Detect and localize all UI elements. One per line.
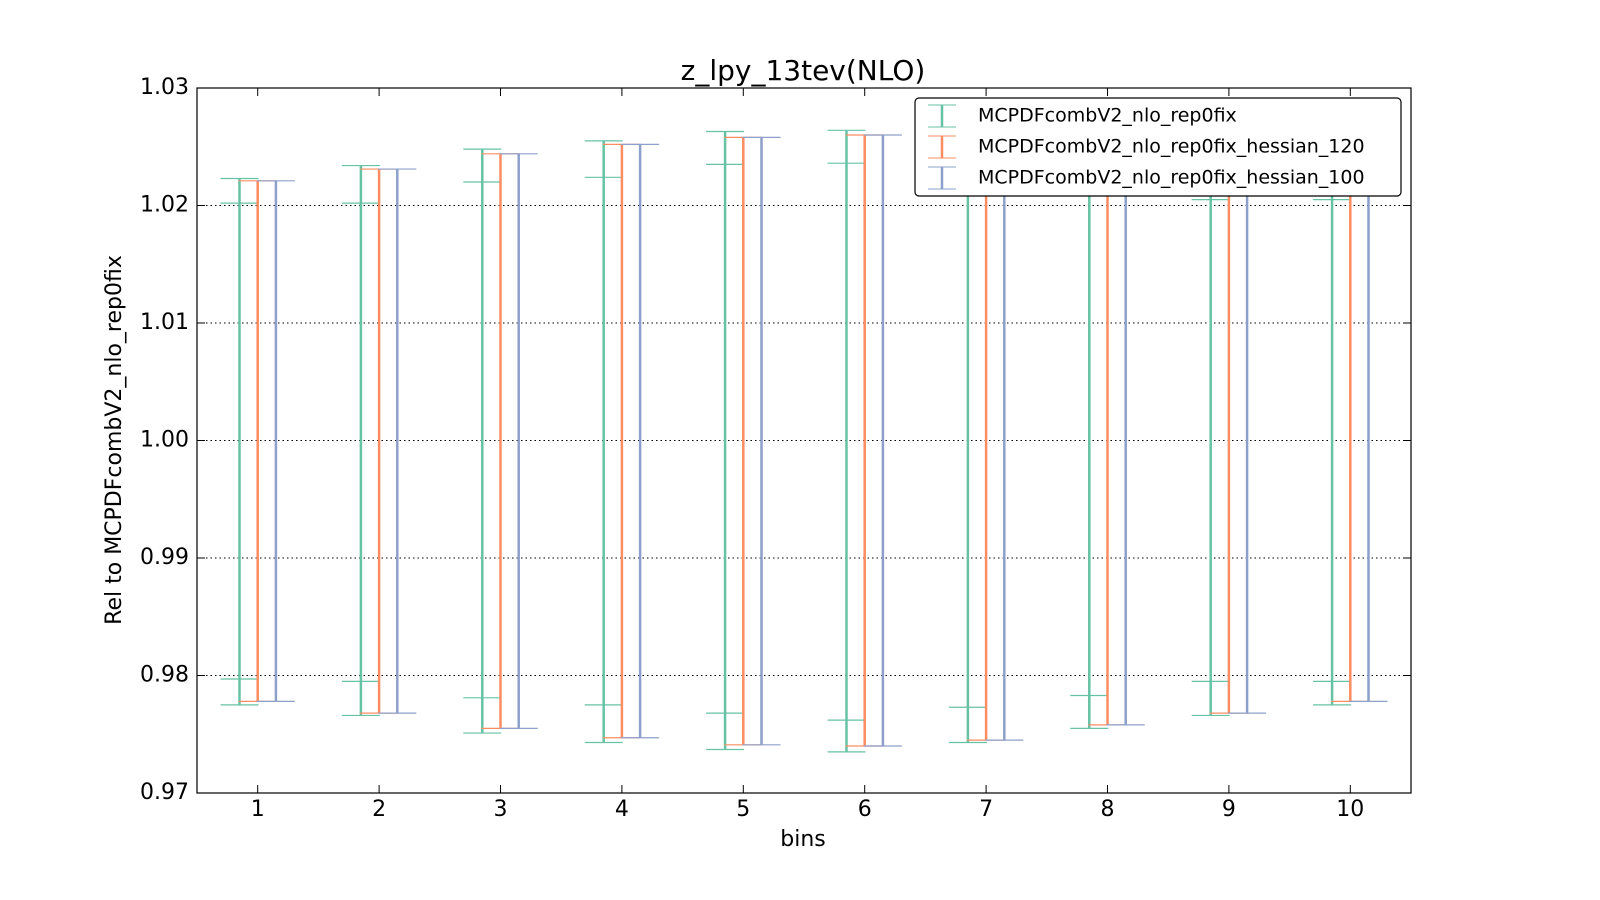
x-tick-label: 2 [372, 797, 386, 822]
y-tick-label: 1.03 [140, 75, 189, 100]
x-tick-label: 3 [494, 797, 508, 822]
x-tick-label: 6 [858, 797, 872, 822]
y-tick-label: 0.98 [140, 663, 189, 688]
y-tick-label: 1.00 [140, 428, 189, 453]
x-tick-label: 4 [615, 797, 629, 822]
legend-label: MCPDFcombV2_nlo_rep0fix [978, 105, 1237, 127]
x-tick-label: 1 [251, 797, 265, 822]
plot-frame [196, 87, 1412, 794]
chart-title: z_lpy_13tev(NLO) [681, 54, 926, 87]
x-tick-label: 8 [1101, 797, 1115, 822]
legend: MCPDFcombV2_nlo_rep0fix MCPDFcombV2_nlo_r… [914, 97, 1402, 197]
y-tick-label: 0.97 [140, 780, 189, 805]
y-tick-label: 0.99 [140, 545, 189, 570]
x-tick-label: 10 [1336, 797, 1364, 822]
legend-label: MCPDFcombV2_nlo_rep0fix_hessian_120 [978, 136, 1365, 158]
y-axis-label: Rel to MCPDFcombV2_nlo_rep0fix [102, 255, 127, 625]
x-tick-label: 5 [736, 797, 750, 822]
x-tick-label: 9 [1222, 797, 1236, 822]
x-axis-label: bins [780, 827, 825, 852]
y-tick-label: 1.02 [140, 193, 189, 218]
legend-label: MCPDFcombV2_nlo_rep0fix_hessian_100 [978, 167, 1365, 189]
y-tick-label: 1.01 [140, 310, 189, 335]
legend-box [914, 97, 1402, 197]
x-tick-label: 7 [979, 797, 993, 822]
